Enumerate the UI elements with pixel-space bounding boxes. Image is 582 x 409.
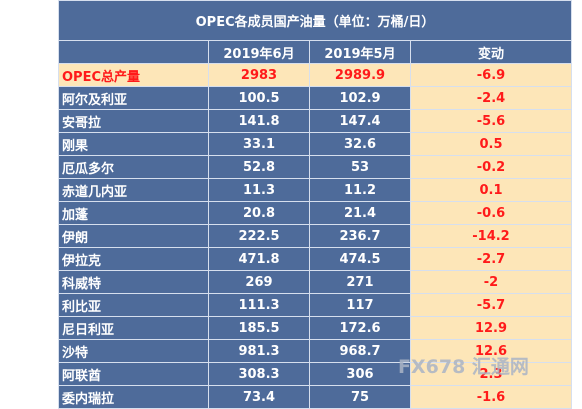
country-cell: 加蓬 [58, 201, 209, 225]
country-cell: 伊拉克 [58, 247, 209, 271]
change-cell: -14.2 [410, 224, 572, 248]
change-cell: 12.6 [410, 339, 572, 363]
may-cell: 172.6 [309, 316, 411, 340]
table-row: 阿尔及利亚 100.5 102.9 -2.4 [58, 86, 572, 110]
total-row: OPEC总产量 2983 2989.9 -6.9 [58, 63, 572, 87]
header-row: 2019年6月 2019年5月 变动 [58, 40, 572, 64]
opec-production-table: OPEC各成员国产油量（单位：万桶/日） 2019年6月 2019年5月 变动 … [58, 0, 572, 409]
header-may: 2019年5月 [309, 40, 411, 64]
may-cell: 147.4 [309, 109, 411, 133]
table-row: 伊拉克 471.8 474.5 -2.7 [58, 247, 572, 271]
table-body: OPEC各成员国产油量（单位：万桶/日） 2019年6月 2019年5月 变动 … [58, 0, 572, 409]
header-june: 2019年6月 [208, 40, 310, 64]
change-cell: -2.7 [410, 247, 572, 271]
country-cell: 尼日利亚 [58, 316, 209, 340]
total-june: 2983 [208, 63, 310, 87]
change-cell: -5.7 [410, 293, 572, 317]
may-cell: 474.5 [309, 247, 411, 271]
may-cell: 32.6 [309, 132, 411, 156]
june-cell: 100.5 [208, 86, 310, 110]
may-cell: 306 [309, 362, 411, 386]
country-cell: 利比亚 [58, 293, 209, 317]
table-row: 赤道几内亚 11.3 11.2 0.1 [58, 178, 572, 202]
change-cell: -0.2 [410, 155, 572, 179]
title-row: OPEC各成员国产油量（单位：万桶/日） [58, 0, 572, 41]
country-cell: 沙特 [58, 339, 209, 363]
change-cell: 0.5 [410, 132, 572, 156]
june-cell: 185.5 [208, 316, 310, 340]
country-cell: 安哥拉 [58, 109, 209, 133]
table-row: 厄瓜多尔 52.8 53 -0.2 [58, 155, 572, 179]
country-cell: 阿联酋 [58, 362, 209, 386]
may-cell: 102.9 [309, 86, 411, 110]
total-may: 2989.9 [309, 63, 411, 87]
june-cell: 269 [208, 270, 310, 294]
table-row: 沙特 981.3 968.7 12.6 [58, 339, 572, 363]
table-row: 尼日利亚 185.5 172.6 12.9 [58, 316, 572, 340]
may-cell: 968.7 [309, 339, 411, 363]
june-cell: 471.8 [208, 247, 310, 271]
table-row: 阿联酋 308.3 306 2.3 [58, 362, 572, 386]
country-cell: 赤道几内亚 [58, 178, 209, 202]
may-cell: 75 [309, 385, 411, 409]
june-cell: 73.4 [208, 385, 310, 409]
may-cell: 21.4 [309, 201, 411, 225]
total-label: OPEC总产量 [58, 63, 209, 87]
may-cell: 271 [309, 270, 411, 294]
total-change: -6.9 [410, 63, 572, 87]
june-cell: 981.3 [208, 339, 310, 363]
june-cell: 222.5 [208, 224, 310, 248]
change-cell: -2 [410, 270, 572, 294]
table-row: 加蓬 20.8 21.4 -0.6 [58, 201, 572, 225]
country-cell: 刚果 [58, 132, 209, 156]
june-cell: 52.8 [208, 155, 310, 179]
may-cell: 236.7 [309, 224, 411, 248]
header-country [58, 40, 209, 64]
table-row: 委内瑞拉 73.4 75 -1.6 [58, 385, 572, 409]
june-cell: 20.8 [208, 201, 310, 225]
may-cell: 117 [309, 293, 411, 317]
table-title: OPEC各成员国产油量（单位：万桶/日） [58, 0, 572, 41]
june-cell: 111.3 [208, 293, 310, 317]
june-cell: 33.1 [208, 132, 310, 156]
change-cell: -1.6 [410, 385, 572, 409]
table-row: 安哥拉 141.8 147.4 -5.6 [58, 109, 572, 133]
change-cell: -0.6 [410, 201, 572, 225]
change-cell: 0.1 [410, 178, 572, 202]
country-cell: 科威特 [58, 270, 209, 294]
may-cell: 53 [309, 155, 411, 179]
june-cell: 308.3 [208, 362, 310, 386]
may-cell: 11.2 [309, 178, 411, 202]
country-cell: 伊朗 [58, 224, 209, 248]
june-cell: 11.3 [208, 178, 310, 202]
change-cell: -5.6 [410, 109, 572, 133]
watermark-logo: FX678 汇通网 [398, 356, 529, 378]
table-row: 伊朗 222.5 236.7 -14.2 [58, 224, 572, 248]
country-cell: 厄瓜多尔 [58, 155, 209, 179]
country-cell: 委内瑞拉 [58, 385, 209, 409]
change-cell: 12.9 [410, 316, 572, 340]
june-cell: 141.8 [208, 109, 310, 133]
country-cell: 阿尔及利亚 [58, 86, 209, 110]
header-change: 变动 [410, 40, 572, 64]
change-cell: -2.4 [410, 86, 572, 110]
table-row: 刚果 33.1 32.6 0.5 [58, 132, 572, 156]
table-row: 利比亚 111.3 117 -5.7 [58, 293, 572, 317]
table-row: 科威特 269 271 -2 [58, 270, 572, 294]
